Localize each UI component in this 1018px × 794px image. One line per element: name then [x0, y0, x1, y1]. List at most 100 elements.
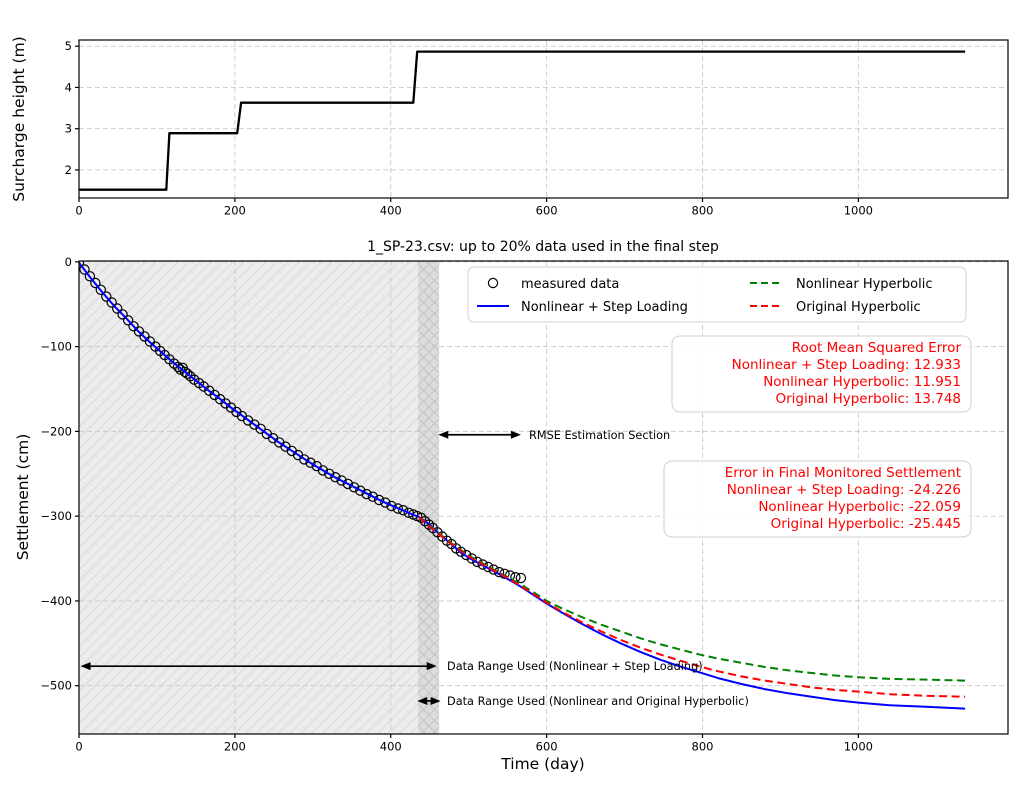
- measured-point: [355, 485, 366, 496]
- arrow-head-right-icon: [426, 662, 437, 671]
- legend-label-nonlinear-hyperbolic: Nonlinear Hyperbolic: [796, 277, 932, 292]
- arrow-head-left-icon: [80, 662, 91, 671]
- measured-point: [317, 465, 329, 476]
- final-error-nonlinear-value: Nonlinear Hyperbolic: -22.059: [758, 499, 961, 515]
- bottom-axis-ticks: 0 200 400 600 800 1000 0 −100 −200 −300 −400 −500: [40, 255, 873, 754]
- measured-point: [373, 494, 385, 506]
- measured-point: [122, 315, 134, 326]
- range-hyperbolic-label: Data Range Used (Nonlinear and Original …: [447, 695, 749, 708]
- y-tick-label: 4: [65, 80, 72, 94]
- x-tick-label: 600: [536, 740, 558, 754]
- top-axis-ticks: 0 200 400 600 800 1000 2 3 4 5: [65, 39, 873, 217]
- rmse-original-value: Original Hyperbolic: 13.748: [775, 391, 961, 407]
- measured-point: [182, 368, 193, 379]
- measured-point: [106, 297, 117, 308]
- measured-point: [483, 561, 494, 573]
- arrow-head-right-icon: [510, 430, 521, 439]
- x-tick-label: 600: [536, 204, 558, 218]
- arrow-head-left-icon: [438, 430, 449, 439]
- measured-point: [386, 500, 397, 512]
- measured-point: [305, 457, 316, 468]
- y-tick-label: −100: [40, 340, 72, 354]
- x-tick-label: 800: [692, 740, 714, 754]
- y-tick-label: 3: [65, 122, 72, 136]
- measured-point: [348, 482, 360, 493]
- measured-point: [101, 291, 112, 302]
- legend-label-measured: measured data: [521, 277, 619, 292]
- measured-point: [172, 361, 184, 373]
- measured-point: [342, 478, 354, 490]
- legend-label-original-hyperbolic: Original Hyperbolic: [796, 300, 921, 315]
- measured-point: [380, 497, 391, 508]
- measured-point: [466, 553, 477, 564]
- final-error-original-value: Original Hyperbolic: -25.445: [771, 516, 961, 532]
- bottom-plot-frame: [78, 260, 1009, 735]
- arrow-head-right-icon: [430, 696, 441, 705]
- shaded-band: [79, 261, 440, 734]
- surcharge-step-line: [79, 50, 966, 191]
- settlement-plot: 0 200 400 600 800 1000 0 −100 −200 −300 −400 −500 1…: [14, 239, 1009, 773]
- measured-data-series: [79, 261, 527, 584]
- measured-point: [324, 468, 335, 479]
- rmse-box-title: Root Mean Squared Error: [792, 340, 962, 356]
- y-tick-label: −500: [40, 679, 72, 693]
- arrow-head-left-icon: [417, 696, 428, 705]
- measured-point: [336, 475, 347, 486]
- measured-data-legend-marker-icon: [487, 277, 499, 289]
- measured-point: [90, 277, 101, 289]
- final-error-step-loading-value: Nonlinear + Step Loading: -24.226: [727, 482, 961, 498]
- chart-title: 1_SP-23.csv: up to 20% data used in the …: [367, 239, 719, 255]
- y-tick-label: −300: [40, 509, 72, 523]
- measured-point: [477, 559, 488, 570]
- plot-data-layer: [79, 261, 966, 710]
- x-tick-label: 1000: [844, 740, 873, 754]
- x-tick-label: 800: [692, 204, 714, 218]
- measured-point: [461, 549, 472, 561]
- measured-point: [392, 503, 403, 514]
- top-y-axis-label: Surcharge height (m): [10, 36, 28, 201]
- measured-point: [111, 303, 123, 314]
- range-step-loading-label: Data Range Used (Nonlinear + Step Loadin…: [447, 660, 703, 673]
- y-tick-label: 5: [65, 39, 72, 53]
- measured-point: [95, 284, 107, 295]
- measured-point: [472, 556, 483, 568]
- x-tick-label: 0: [75, 204, 82, 218]
- data-range-bands: [79, 261, 440, 734]
- fit-curves: [79, 262, 966, 710]
- x-tick-label: 0: [75, 740, 82, 754]
- final-error-box: Error in Final Monitored Settlement Nonl…: [663, 460, 972, 538]
- legend-frame: [467, 266, 967, 323]
- measured-point: [330, 472, 341, 483]
- legend: measured data Nonlinear + Step Loading N…: [467, 266, 967, 323]
- y-tick-label: 2: [65, 163, 72, 177]
- surcharge-step-line-group: [79, 50, 966, 191]
- surcharge-plot: 0 200 400 600 800 1000 2 3 4 5 Surcharge height (…: [10, 36, 1009, 218]
- legend-label-step-loading: Nonlinear + Step Loading: [521, 300, 688, 315]
- shaded-band: [418, 261, 440, 734]
- measured-point: [84, 271, 96, 282]
- measured-point: [398, 505, 409, 516]
- y-tick-label: −400: [40, 594, 72, 608]
- measured-point: [299, 454, 310, 465]
- nonlinear-hyperbolic-curve: [418, 516, 966, 682]
- y-tick-label: 0: [65, 255, 72, 269]
- measured-point: [515, 572, 527, 584]
- measured-point: [117, 309, 128, 320]
- final-error-box-title: Error in Final Monitored Settlement: [725, 465, 961, 481]
- measured-point: [79, 264, 90, 275]
- measured-point: [255, 423, 266, 434]
- x-tick-label: 400: [380, 740, 402, 754]
- rmse-nonlinear-value: Nonlinear Hyperbolic: 11.951: [763, 374, 961, 390]
- rmse-box-frame: [671, 335, 972, 413]
- x-axis-label: Time (day): [500, 755, 584, 773]
- final-error-box-frame: [663, 460, 972, 538]
- rmse-section-label: RMSE Estimation Section: [529, 429, 670, 442]
- x-tick-label: 200: [224, 740, 246, 754]
- x-tick-label: 200: [224, 204, 246, 218]
- measured-point: [367, 491, 378, 502]
- rmse-box: Root Mean Squared Error Nonlinear + Step…: [671, 335, 972, 413]
- range-arrows: [80, 430, 521, 705]
- y-tick-label: −200: [40, 424, 72, 438]
